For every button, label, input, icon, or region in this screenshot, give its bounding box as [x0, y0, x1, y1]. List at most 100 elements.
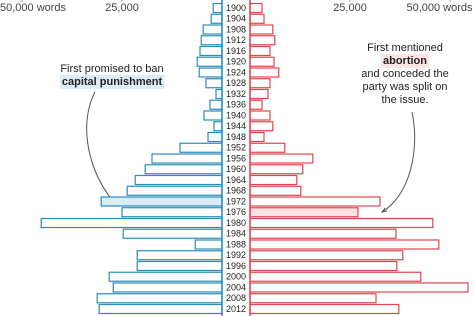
- bar: [215, 88, 223, 100]
- series: [249, 2, 469, 315]
- year-bg: [223, 174, 249, 186]
- year-bg: [223, 88, 249, 100]
- year-label: 1984: [226, 229, 246, 239]
- bar: [249, 174, 298, 186]
- bar: [249, 260, 398, 272]
- year-label: 1912: [226, 35, 246, 45]
- year-label: 1996: [226, 261, 246, 271]
- bar: [249, 282, 469, 293]
- year-label: 1968: [226, 186, 246, 196]
- year-bg: [223, 56, 249, 68]
- bar: [249, 142, 286, 153]
- bar: [249, 56, 275, 67]
- year-bg: [223, 185, 249, 197]
- year-bg: [223, 99, 249, 111]
- bar: [249, 13, 265, 24]
- bar: [249, 88, 269, 100]
- bar: [249, 293, 377, 304]
- year-bg: [223, 67, 249, 78]
- bar: [249, 164, 304, 175]
- bar: [210, 13, 223, 24]
- year-bg: [223, 142, 249, 154]
- year-bg: [223, 77, 249, 89]
- annotation: First mentioned: [367, 42, 443, 54]
- year-label: 1948: [226, 132, 246, 142]
- bar: [205, 78, 223, 89]
- bar: [112, 282, 223, 293]
- bar: [151, 153, 223, 164]
- bar: [249, 217, 434, 229]
- bar: [200, 35, 223, 46]
- bar: [207, 131, 223, 143]
- year-label: 1972: [226, 196, 246, 206]
- x-tick-label: 50,000 words: [406, 2, 473, 14]
- bar: [249, 185, 302, 196]
- year-label: 1932: [226, 89, 246, 99]
- year-bg: [223, 131, 249, 143]
- bar: [212, 2, 223, 14]
- year-bg: [223, 206, 249, 218]
- tick-bg: [331, 1, 369, 14]
- arrow: [86, 91, 113, 201]
- year-bg: [223, 196, 249, 207]
- year-bg: [223, 271, 249, 283]
- annotation: party was split on: [363, 81, 448, 93]
- bar: [126, 185, 223, 196]
- bar: [249, 78, 271, 89]
- arrow: [381, 111, 416, 213]
- bar: [249, 271, 422, 282]
- bar: [249, 121, 274, 132]
- year-bg: [223, 2, 249, 14]
- bar: [249, 153, 314, 164]
- bar: [249, 99, 263, 110]
- year-bg: [223, 110, 249, 121]
- year-bg: [223, 303, 249, 315]
- year-label: 1936: [226, 100, 246, 110]
- year-bg: [223, 34, 249, 46]
- tick-bg: [404, 1, 474, 14]
- bar: [249, 2, 263, 14]
- year-label: 2000: [226, 272, 246, 282]
- year-bg: [223, 217, 249, 229]
- annotation: First promised to ban: [60, 63, 163, 75]
- annotation: the issue.: [381, 94, 428, 106]
- annotation: abortion: [383, 55, 427, 67]
- bar: [202, 24, 223, 35]
- year-label: 1920: [226, 57, 246, 67]
- year-label: 1900: [226, 3, 246, 13]
- bar: [249, 207, 359, 218]
- bar: [199, 45, 223, 57]
- bar: [144, 164, 223, 175]
- bar: [100, 196, 223, 207]
- arrow-head: [380, 207, 388, 213]
- bar: [249, 45, 271, 57]
- bar: [249, 303, 400, 315]
- bar: [249, 239, 440, 250]
- year-label: 1928: [226, 78, 246, 88]
- bar: [249, 196, 381, 207]
- bar: [209, 99, 223, 110]
- tick-bg: [103, 1, 141, 14]
- year-label: 1940: [226, 110, 246, 120]
- year-label: 1980: [226, 218, 246, 228]
- year-label: 1924: [226, 67, 246, 77]
- year-label: 1908: [226, 24, 246, 34]
- year-label: 1904: [226, 14, 246, 24]
- bar: [249, 250, 404, 261]
- bar: [249, 228, 397, 239]
- annotation-highlight: [59, 74, 165, 89]
- year-bg: [223, 24, 249, 35]
- annotation: capital punishment: [62, 76, 163, 88]
- bar: [194, 239, 223, 250]
- year-bg: [223, 120, 249, 132]
- year-bg: [223, 153, 249, 164]
- x-tick-label: 50,000 words: [0, 2, 67, 14]
- year-label: 2004: [226, 282, 246, 292]
- bar: [108, 271, 223, 282]
- bar: [249, 131, 265, 143]
- year-bg: [223, 260, 249, 272]
- bar: [179, 142, 223, 153]
- series: [40, 2, 223, 315]
- year-bg: [223, 228, 249, 240]
